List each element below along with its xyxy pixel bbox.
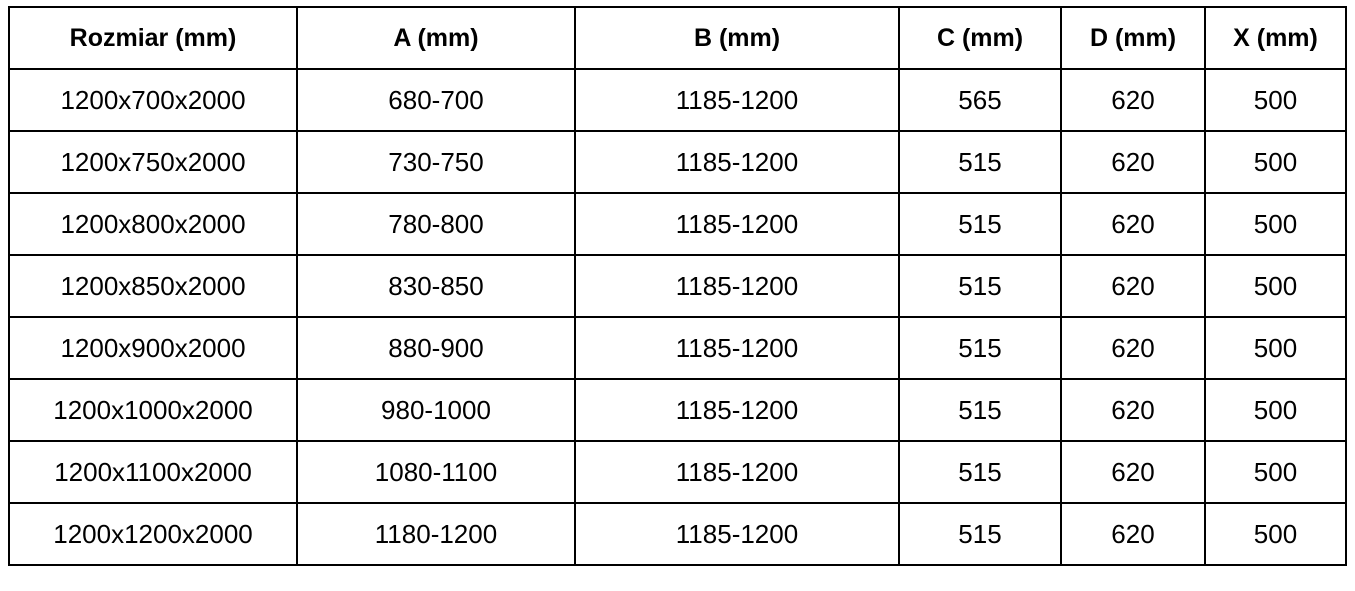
header-size: Rozmiar (mm) <box>8 6 298 70</box>
table-row: 1200x900x2000 880-900 1185-1200 515 620 500 <box>8 316 1347 380</box>
cell-a: 730-750 <box>296 130 576 194</box>
cell-c: 565 <box>898 68 1062 132</box>
cell-size: 1200x700x2000 <box>8 68 298 132</box>
dimensions-table: Rozmiar (mm) A (mm) B (mm) C (mm) D (mm)… <box>8 6 1347 566</box>
cell-x: 500 <box>1204 68 1347 132</box>
cell-d: 620 <box>1060 502 1206 566</box>
cell-d: 620 <box>1060 440 1206 504</box>
cell-a: 980-1000 <box>296 378 576 442</box>
header-d: D (mm) <box>1060 6 1206 70</box>
cell-b: 1185-1200 <box>574 502 900 566</box>
header-row: Rozmiar (mm) A (mm) B (mm) C (mm) D (mm)… <box>8 6 1347 70</box>
cell-x: 500 <box>1204 316 1347 380</box>
cell-size: 1200x750x2000 <box>8 130 298 194</box>
cell-b: 1185-1200 <box>574 130 900 194</box>
cell-x: 500 <box>1204 254 1347 318</box>
header-x: X (mm) <box>1204 6 1347 70</box>
cell-x: 500 <box>1204 130 1347 194</box>
table-row: 1200x750x2000 730-750 1185-1200 515 620 500 <box>8 130 1347 194</box>
cell-d: 620 <box>1060 316 1206 380</box>
cell-c: 515 <box>898 316 1062 380</box>
cell-b: 1185-1200 <box>574 378 900 442</box>
cell-c: 515 <box>898 378 1062 442</box>
cell-a: 830-850 <box>296 254 576 318</box>
cell-x: 500 <box>1204 502 1347 566</box>
table-row: 1200x1200x2000 1180-1200 1185-1200 515 620 50… <box>8 502 1347 566</box>
cell-x: 500 <box>1204 192 1347 256</box>
cell-a: 780-800 <box>296 192 576 256</box>
cell-size: 1200x1100x2000 <box>8 440 298 504</box>
table-row: 1200x1000x2000 980-1000 1185-1200 515 620 500 <box>8 378 1347 442</box>
cell-b: 1185-1200 <box>574 440 900 504</box>
cell-a: 680-700 <box>296 68 576 132</box>
cell-b: 1185-1200 <box>574 192 900 256</box>
cell-c: 515 <box>898 440 1062 504</box>
cell-size: 1200x1200x2000 <box>8 502 298 566</box>
cell-c: 515 <box>898 192 1062 256</box>
cell-a: 1080-1100 <box>296 440 576 504</box>
cell-size: 1200x850x2000 <box>8 254 298 318</box>
cell-d: 620 <box>1060 254 1206 318</box>
cell-c: 515 <box>898 502 1062 566</box>
cell-a: 880-900 <box>296 316 576 380</box>
cell-c: 515 <box>898 130 1062 194</box>
cell-a: 1180-1200 <box>296 502 576 566</box>
cell-x: 500 <box>1204 378 1347 442</box>
cell-c: 515 <box>898 254 1062 318</box>
table-row: 1200x850x2000 830-850 1185-1200 515 620 500 <box>8 254 1347 318</box>
cell-b: 1185-1200 <box>574 254 900 318</box>
table-row: 1200x700x2000 680-700 1185-1200 565 620 500 <box>8 68 1347 132</box>
cell-x: 500 <box>1204 440 1347 504</box>
header-a: A (mm) <box>296 6 576 70</box>
header-b: B (mm) <box>574 6 900 70</box>
table-row: 1200x800x2000 780-800 1185-1200 515 620 500 <box>8 192 1347 256</box>
table-row: 1200x1100x2000 1080-1100 1185-1200 515 620 50… <box>8 440 1347 504</box>
cell-b: 1185-1200 <box>574 316 900 380</box>
cell-b: 1185-1200 <box>574 68 900 132</box>
cell-d: 620 <box>1060 130 1206 194</box>
cell-d: 620 <box>1060 192 1206 256</box>
cell-size: 1200x1000x2000 <box>8 378 298 442</box>
cell-d: 620 <box>1060 378 1206 442</box>
cell-size: 1200x900x2000 <box>8 316 298 380</box>
cell-d: 620 <box>1060 68 1206 132</box>
header-c: C (mm) <box>898 6 1062 70</box>
cell-size: 1200x800x2000 <box>8 192 298 256</box>
